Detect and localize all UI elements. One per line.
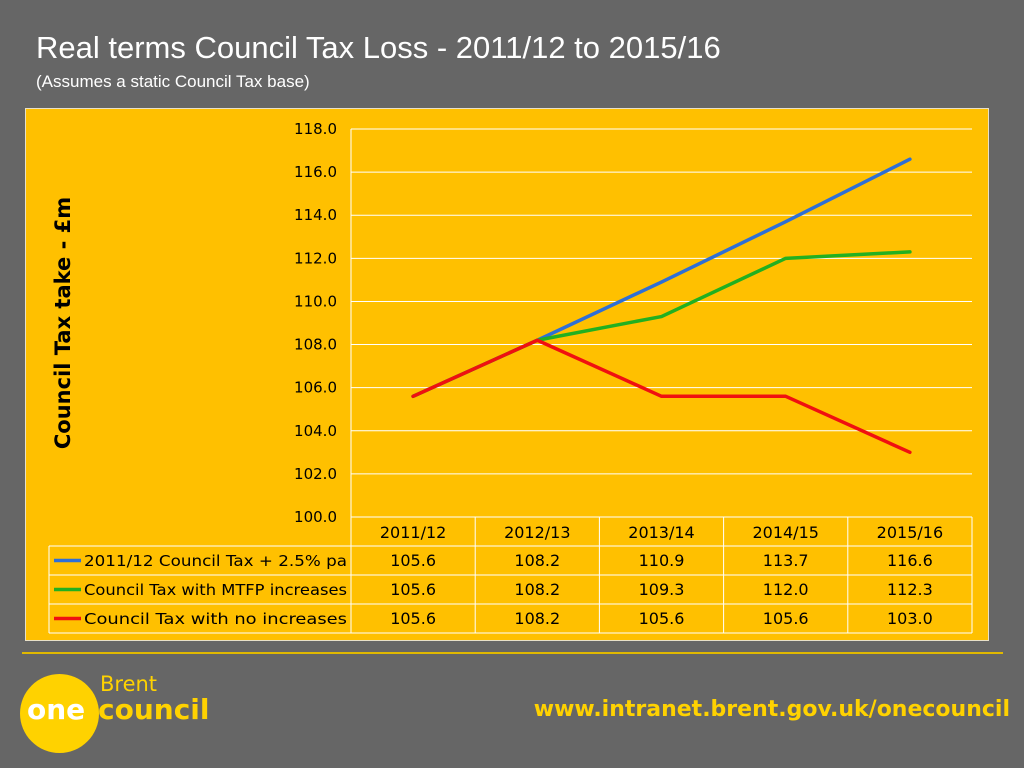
table-value: 112.0 <box>763 580 809 599</box>
table-value: 113.7 <box>763 551 809 570</box>
x-category-label: 2013/14 <box>628 523 694 542</box>
y-tick-label: 108.0 <box>294 336 337 354</box>
y-tick-label: 100.0 <box>294 508 337 526</box>
series-line <box>411 338 912 455</box>
y-tick-label: 106.0 <box>294 379 337 397</box>
brent-council-logo: one Brent council <box>20 668 220 758</box>
y-tick-label: 114.0 <box>294 206 337 224</box>
slide-subtitle: (Assumes a static Council Tax base) <box>36 72 310 91</box>
table-value: 108.2 <box>514 580 560 599</box>
y-tick-label: 112.0 <box>294 249 337 267</box>
x-category-label: 2015/16 <box>877 523 943 542</box>
slide-title: Real terms Council Tax Loss - 2011/12 to… <box>36 30 721 65</box>
y-tick-label: 118.0 <box>294 120 337 138</box>
legend-entry: 2011/12 Council Tax + 2.5% pa <box>84 552 347 570</box>
x-category-label: 2014/15 <box>752 523 818 542</box>
logo-circle <box>20 674 99 753</box>
logo-one-text: one <box>27 693 86 726</box>
table-value: 105.6 <box>390 580 436 599</box>
table-value: 103.0 <box>887 609 933 628</box>
logo-council-text: council <box>98 693 210 726</box>
footer-divider <box>22 652 1003 654</box>
y-tick-label: 104.0 <box>294 422 337 440</box>
x-category-label: 2012/13 <box>504 523 570 542</box>
y-tick-label: 102.0 <box>294 465 337 483</box>
y-axis-label: Council Tax take - £m <box>51 197 75 449</box>
table-value: 108.2 <box>514 609 560 628</box>
table-value: 110.9 <box>639 551 685 570</box>
chart-area: 100.0 102.0 104.0 106.0 108.0 110.0 112.0 114.0… <box>25 108 989 641</box>
legend-entry: Council Tax with no increases <box>84 610 347 628</box>
series-line <box>411 157 912 399</box>
table-value: 116.6 <box>887 551 933 570</box>
table-value: 105.6 <box>639 609 685 628</box>
table-value: 105.6 <box>390 551 436 570</box>
x-category-label: 2011/12 <box>380 523 446 542</box>
table-value: 108.2 <box>514 551 560 570</box>
table-value: 105.6 <box>763 609 809 628</box>
y-tick-label: 110.0 <box>294 292 337 310</box>
legend-entry: Council Tax with MTFP increases <box>84 581 347 599</box>
table-value: 112.3 <box>887 580 933 599</box>
table-value: 109.3 <box>639 580 685 599</box>
table-value: 105.6 <box>390 609 436 628</box>
y-tick-label: 116.0 <box>294 163 337 181</box>
series-line <box>411 250 912 399</box>
logo-brent-text: Brent <box>100 672 158 696</box>
line-chart: 100.0 102.0 104.0 106.0 108.0 110.0 112.0 114.0… <box>48 120 973 634</box>
footer-url[interactable]: www.intranet.brent.gov.uk/onecouncil <box>533 697 1010 722</box>
